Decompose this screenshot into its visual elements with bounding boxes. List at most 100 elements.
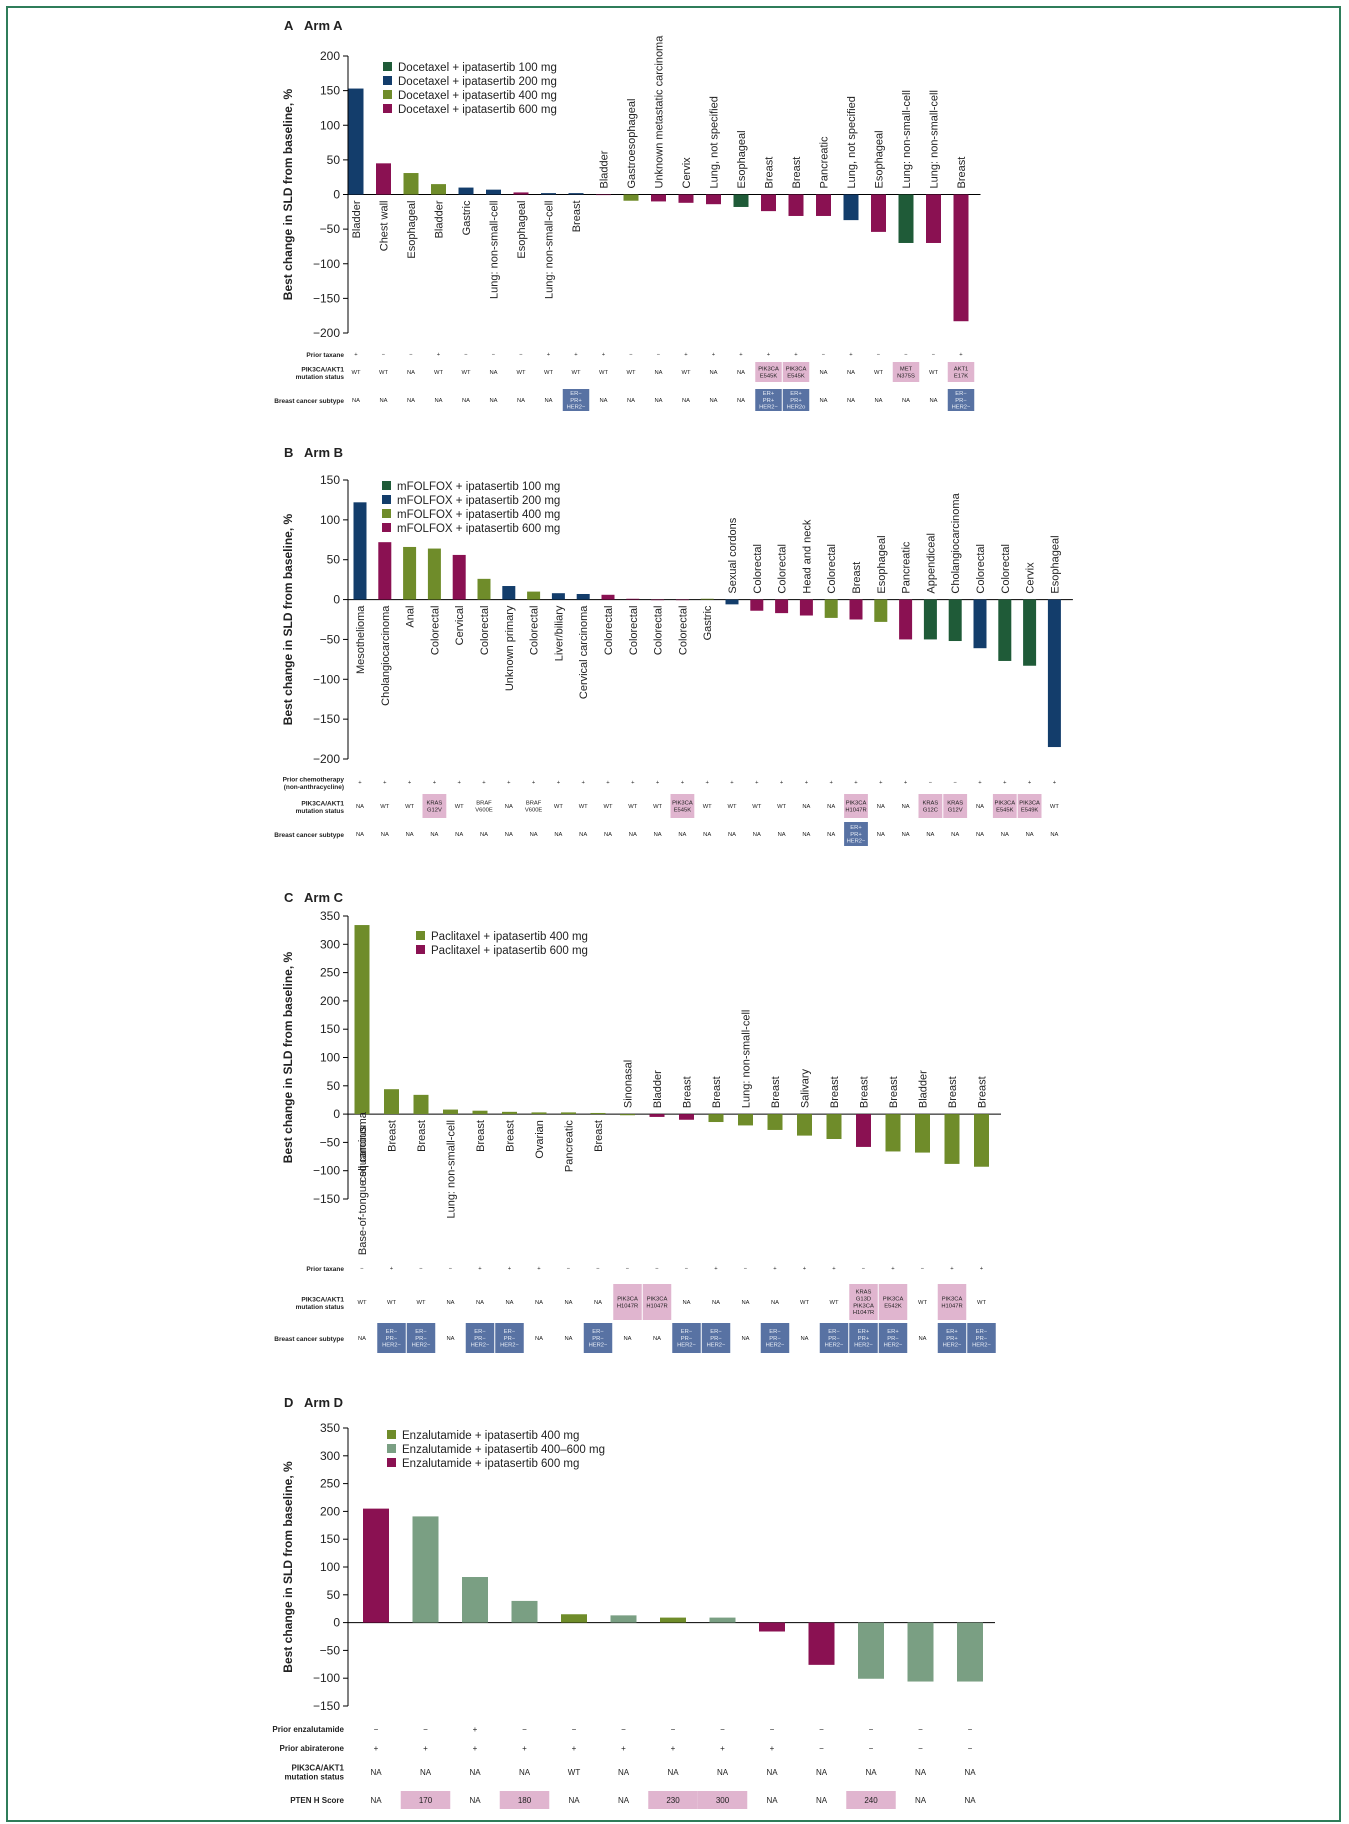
- y-tick-label: 200: [320, 994, 340, 1008]
- row-value: NA: [709, 370, 717, 376]
- row-value: NA: [564, 1336, 572, 1342]
- row-value: AKT1: [954, 367, 969, 373]
- row-value: WT: [800, 1300, 809, 1306]
- legend-swatch: [382, 481, 391, 490]
- row-value: +: [532, 780, 536, 786]
- row-value: NA: [778, 832, 786, 838]
- y-tick-label: −100: [313, 1671, 340, 1685]
- y-tick-label: 250: [320, 966, 340, 980]
- y-tick-label: 300: [320, 937, 340, 951]
- row-value: NA: [480, 832, 488, 838]
- bar: [761, 194, 776, 212]
- row-label: PIK3CA/AKT1: [292, 1764, 345, 1773]
- row-value: −: [657, 352, 661, 358]
- bar: [384, 1089, 399, 1115]
- row-value: PIK3CA: [1019, 801, 1040, 807]
- y-tick-label: 150: [320, 473, 340, 487]
- row-value: PIK3CA: [647, 1297, 668, 1303]
- figure-frame: [6, 6, 1341, 1822]
- category-label: Breast: [571, 201, 583, 233]
- subtype-cell: [760, 1323, 790, 1353]
- row-value: WT: [357, 1300, 366, 1306]
- mutation-cell: [642, 1284, 672, 1320]
- row-value: +: [557, 780, 561, 786]
- category-label: Colorectal: [677, 606, 689, 656]
- row-value: ER+: [850, 825, 862, 831]
- row-value: −: [877, 352, 881, 358]
- row-value: NA: [455, 832, 463, 838]
- row-value: NA: [819, 370, 827, 376]
- row-value: NA: [579, 832, 587, 838]
- row-value: +: [374, 1744, 379, 1753]
- category-label: Pancreatic: [819, 136, 831, 188]
- subtype-cell: [701, 1323, 731, 1353]
- row-value: +: [458, 780, 462, 786]
- row-value: PIK3CA: [672, 801, 693, 807]
- row-value: ER−: [474, 1329, 486, 1335]
- subtype-cell: [562, 389, 590, 411]
- panel-title: Arm B: [304, 445, 343, 460]
- category-label: Cholangiocarcinoma: [380, 605, 392, 706]
- legend-swatch: [382, 523, 391, 532]
- row-value: −: [904, 352, 908, 358]
- row-value: +: [482, 780, 486, 786]
- category-label: Breast: [764, 157, 776, 189]
- subtype-cell: [782, 389, 810, 411]
- row-value: PR−: [955, 398, 967, 404]
- bar: [452, 554, 466, 600]
- mutation-cell: [670, 794, 695, 818]
- row-value: WT: [703, 804, 712, 810]
- category-label: Sinonasal: [623, 1060, 635, 1108]
- row-value: NA: [505, 832, 513, 838]
- y-tick-label: 300: [320, 1449, 340, 1463]
- category-label: Colorectal: [529, 606, 541, 656]
- category-label: Liver/biliary: [553, 605, 565, 661]
- mutation-cell: [878, 1284, 908, 1320]
- category-label: Colorectal: [752, 544, 764, 594]
- row-value: NA: [678, 832, 686, 838]
- row-value: +: [537, 1266, 541, 1272]
- row-value: NA: [352, 398, 360, 404]
- row-value: G12C: [923, 807, 938, 813]
- panel-title: Arm C: [304, 890, 344, 905]
- bar: [799, 599, 813, 616]
- row-value: PIK3CA: [758, 367, 779, 373]
- category-label: Ovarian: [534, 1120, 546, 1159]
- row-value: NA: [929, 398, 937, 404]
- row-value: NA: [462, 398, 470, 404]
- bar: [871, 194, 886, 232]
- y-axis-label: Best change in SLD from baseline, %: [281, 513, 295, 725]
- row-value: NA: [554, 832, 562, 838]
- category-label: Esophageal: [516, 201, 528, 259]
- mutation-cell: [992, 794, 1017, 818]
- legend-swatch: [387, 1430, 396, 1439]
- row-value: H1047R: [941, 1303, 962, 1309]
- row-value: E545K: [996, 807, 1014, 813]
- row-value: NA: [877, 832, 885, 838]
- row-label: Breast cancer subtype: [274, 832, 344, 839]
- row-label: mutation status: [296, 374, 345, 381]
- category-label: Breast: [977, 1076, 989, 1108]
- legend-swatch: [382, 495, 391, 504]
- row-value: +: [794, 352, 798, 358]
- y-tick-label: 200: [320, 1504, 340, 1518]
- category-label: Lung, not specified: [709, 96, 721, 188]
- category-label: Breast: [416, 1120, 428, 1152]
- category-label: Lung: non-small-cell: [544, 201, 556, 299]
- row-value: +: [950, 1266, 954, 1272]
- bar: [957, 1622, 983, 1682]
- row-value: WT: [351, 370, 360, 376]
- legend-swatch: [382, 509, 391, 518]
- bar: [998, 599, 1012, 661]
- row-value: E545K: [760, 373, 778, 379]
- category-label: Colorectal: [628, 606, 640, 656]
- row-label: (non-anthracycline): [284, 784, 344, 791]
- panel-letter: D: [284, 1395, 293, 1410]
- bar: [620, 1114, 635, 1116]
- bar: [427, 548, 441, 600]
- row-value: NA: [915, 1796, 927, 1805]
- row-value: ER−: [955, 391, 967, 397]
- row-value: +: [767, 352, 771, 358]
- row-value: HER2−: [854, 1343, 873, 1349]
- row-value: −: [464, 352, 468, 358]
